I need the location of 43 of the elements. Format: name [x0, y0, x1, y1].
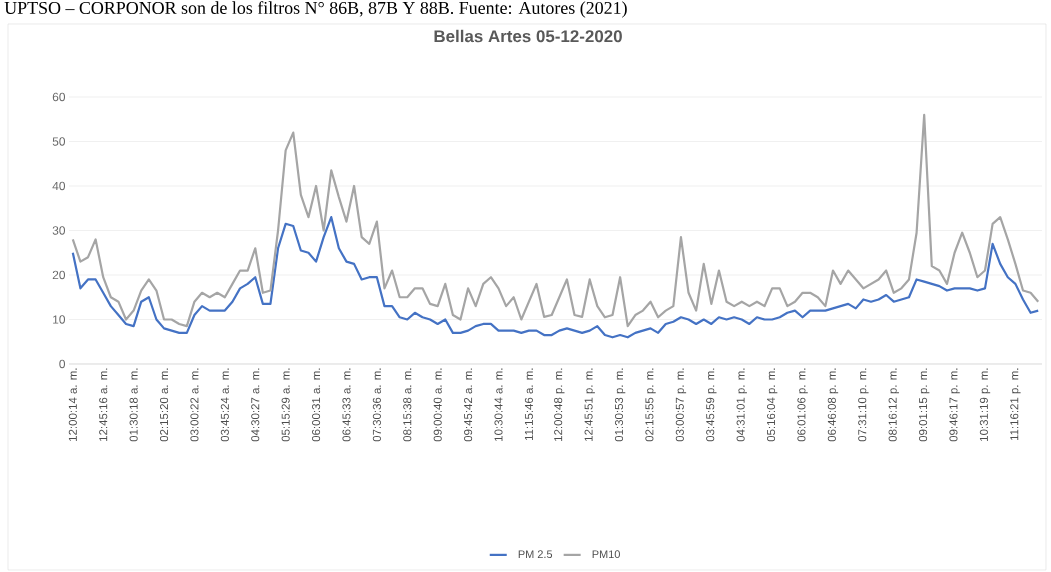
- x-tick-label: 04:30:27 a. m.: [251, 368, 260, 442]
- x-tick-label: 06:00:31 a. m.: [312, 368, 321, 442]
- x-tick-label: 12:00:48 p. m.: [554, 368, 565, 441]
- x-tick-label: 09:00:40 a. m.: [433, 368, 442, 442]
- x-tick-label: 04:31:01 p. m.: [736, 368, 747, 442]
- x-tick-label: 03:00:57 p. m.: [675, 368, 687, 442]
- x-tick-label: 07:30:36 a. m.: [372, 368, 381, 442]
- x-tick-label: 10:31:19 p. m.: [979, 368, 991, 441]
- x-tick-label: 12:00:14 a. m.: [68, 368, 77, 441]
- x-tick-label: 01:30:18 a. m.: [129, 368, 138, 442]
- y-tick-label: 60: [52, 92, 66, 102]
- x-tick-label: 05:16:04 p. m.: [766, 368, 778, 442]
- x-tick-label: 08:16:12 p. m.: [888, 368, 899, 442]
- y-tick-label: 50: [52, 137, 66, 146]
- y-tick-label: 0: [59, 359, 66, 369]
- x-tick-label: 03:45:24 a. m.: [220, 368, 229, 442]
- x-tick-label: 12:45:51 p. m.: [584, 368, 595, 441]
- x-tick-label: 09:46:17 p. m.: [949, 368, 960, 442]
- y-tick-label: 30: [52, 226, 66, 235]
- x-tick-label: 09:45:42 a. m.: [464, 368, 473, 442]
- x-tick-label: 11:15:46 a. m.: [524, 368, 533, 441]
- y-tick-label: 40: [52, 181, 66, 191]
- y-tick-label: 20: [52, 270, 66, 280]
- legend-label: PM 2.5: [518, 550, 553, 559]
- x-tick-label: 12:45:16 a. m.: [99, 368, 108, 441]
- x-tick-label: 07:31:10 p. m.: [858, 368, 869, 442]
- chart-title: Bellas Artes 05-12-2020: [434, 29, 622, 43]
- y-tick-label: 10: [53, 315, 66, 324]
- x-tick-label: 11:16:21 p. m.: [1010, 368, 1021, 441]
- legend-label: PM10: [592, 550, 620, 559]
- x-tick-label: 05:15:29 a. m.: [281, 368, 290, 442]
- x-tick-label: 01:30:53 p. m.: [614, 368, 626, 442]
- x-tick-label: 02:15:55 p. m.: [645, 368, 656, 442]
- x-tick-label: 06:45:33 a. m.: [342, 368, 351, 442]
- x-tick-label: 09:01:15 p. m.: [919, 368, 930, 442]
- x-tick-label: 06:46:08 p. m.: [827, 368, 839, 442]
- text: UPTSO – CORPONOR son de los filtros N° 86B, 87B Y 88B. Fuente: Autores (2021): [4, 1, 627, 18]
- x-tick-label: 08:15:38 a. m.: [403, 368, 412, 442]
- x-tick-label: 10:30:44 a. m.: [494, 368, 503, 441]
- x-tick-label: 02:15:20 a. m.: [159, 368, 169, 442]
- x-tick-label: 03:00:22 a. m.: [190, 368, 199, 442]
- x-tick-label: 06:01:06 p. m.: [797, 368, 808, 442]
- x-tick-label: 03:45:59 p. m.: [706, 368, 717, 442]
